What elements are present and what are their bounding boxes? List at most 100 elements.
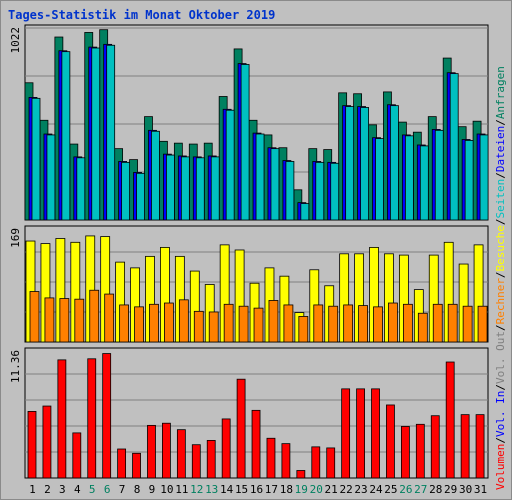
day-tick-label: 15 [235, 483, 248, 496]
legend-item: / [494, 271, 507, 278]
rechner-bar [74, 298, 85, 343]
rechner-bar [402, 303, 413, 343]
day-tick-label: 2 [44, 483, 51, 496]
seiten-bar [195, 157, 205, 221]
rechner-bar [388, 302, 398, 343]
rechner-bar [328, 305, 339, 343]
day-tick-label: 12 [190, 483, 203, 496]
rechner-bar [134, 306, 144, 343]
rechner-bar [193, 310, 204, 343]
volumen-bar [266, 437, 276, 479]
seiten-bar [360, 107, 369, 221]
day-tick-label: 1 [29, 483, 36, 496]
volumen-bar [191, 444, 201, 479]
volumen-bar [176, 429, 186, 479]
day-tick-label: 18 [280, 483, 293, 496]
rechner-bar [358, 305, 368, 343]
seiten-bar [240, 64, 250, 221]
seiten-bar [404, 135, 414, 221]
rechner-bar [268, 300, 279, 343]
seiten-bar [180, 156, 190, 221]
rechner-bar [373, 306, 383, 343]
seiten-bar [345, 106, 355, 221]
rechner-bar [283, 304, 294, 343]
day-tick-label: 13 [205, 483, 218, 496]
volumen-bar [206, 440, 216, 479]
volumen-bar [415, 423, 425, 479]
day-tick-label: 26 [399, 483, 412, 496]
rechner-bar [89, 289, 100, 343]
volumen-bar [386, 404, 395, 479]
day-tick-label: 24 [369, 483, 383, 496]
volumen-bar [341, 388, 351, 479]
seiten-bar [315, 161, 325, 221]
legend-item: Vol. Out [494, 331, 507, 384]
volumen-bar [281, 443, 291, 479]
visits-panel: 169 [9, 225, 489, 343]
rechner-bar [253, 307, 264, 343]
day-tick-label: 21 [325, 483, 338, 496]
day-tick-label: 23 [354, 483, 367, 496]
volumen-bar [236, 378, 246, 479]
day-tick-label: 16 [250, 483, 263, 496]
seiten-bar [300, 203, 310, 221]
rechner-bar [313, 304, 324, 343]
seiten-bar [419, 145, 429, 221]
rechner-bar [238, 305, 249, 343]
legend-item: / [494, 384, 507, 391]
legend-item: Anfragen [494, 66, 507, 119]
seiten-bar [46, 134, 56, 221]
seiten-bar [434, 129, 444, 221]
legend-item: / [494, 119, 507, 126]
legend-item: / [494, 437, 507, 444]
day-tick-label: 17 [265, 483, 278, 496]
rechner-bar [44, 297, 55, 343]
day-tick-label: 22 [339, 483, 352, 496]
rechner-bar [208, 311, 219, 343]
day-tick-label: 6 [104, 483, 111, 496]
volumen-bar [475, 414, 485, 479]
volumen-bar [87, 358, 97, 479]
volumen-bar [147, 424, 156, 479]
chart-title: Tages-Statistik im Monat Oktober 2019 [8, 8, 275, 22]
day-tick-label: 28 [429, 483, 442, 496]
volumen-bar [460, 414, 470, 479]
legend-text: Volumen/Vol. In/Vol. Out/Rechner/Besuche… [494, 66, 507, 490]
seiten-bar [91, 47, 101, 221]
rechner-bar [223, 303, 234, 343]
rechner-bar [298, 316, 309, 343]
rechner-bar [164, 302, 174, 343]
seiten-bar [390, 105, 399, 221]
day-tick-label: 30 [459, 483, 472, 496]
rechner-bar [104, 293, 115, 343]
y-max-label: 1022 [9, 27, 22, 54]
volumen-bar [117, 448, 127, 479]
volumen-bar [57, 359, 67, 479]
legend-item: Dateien [494, 126, 507, 172]
day-tick-label: 19 [295, 483, 308, 496]
rechner-bar [462, 305, 473, 343]
volumen-bar [326, 447, 336, 479]
volumen-bar [42, 405, 52, 479]
seiten-bar [225, 109, 235, 221]
day-axis: 1 2 3 4 5 6 7 8 9 10 11 12 13 14 15 16 17 18 19 20 21 22 23 24 2… [29, 483, 487, 496]
seiten-bar [255, 133, 265, 221]
day-tick-label: 5 [89, 483, 96, 496]
day-tick-label: 31 [474, 483, 487, 496]
seiten-bar [375, 138, 384, 221]
volume-panel: 11.36 [9, 347, 489, 479]
requests-panel: 1022 [9, 24, 489, 221]
volumen-bar [311, 446, 321, 479]
rechner-bar [432, 303, 443, 343]
day-tick-label: 11 [175, 483, 188, 496]
seiten-bar [136, 172, 145, 221]
legend-item: Vol. In [494, 391, 507, 437]
day-tick-label: 8 [134, 483, 141, 496]
day-tick-label: 25 [384, 483, 397, 496]
day-tick-label: 3 [59, 483, 66, 496]
day-tick-label: 20 [310, 483, 323, 496]
legend-item: / [494, 172, 507, 179]
legend-item: / [494, 324, 507, 331]
legend-item: Seiten [494, 179, 507, 219]
day-tick-label: 29 [444, 483, 457, 496]
